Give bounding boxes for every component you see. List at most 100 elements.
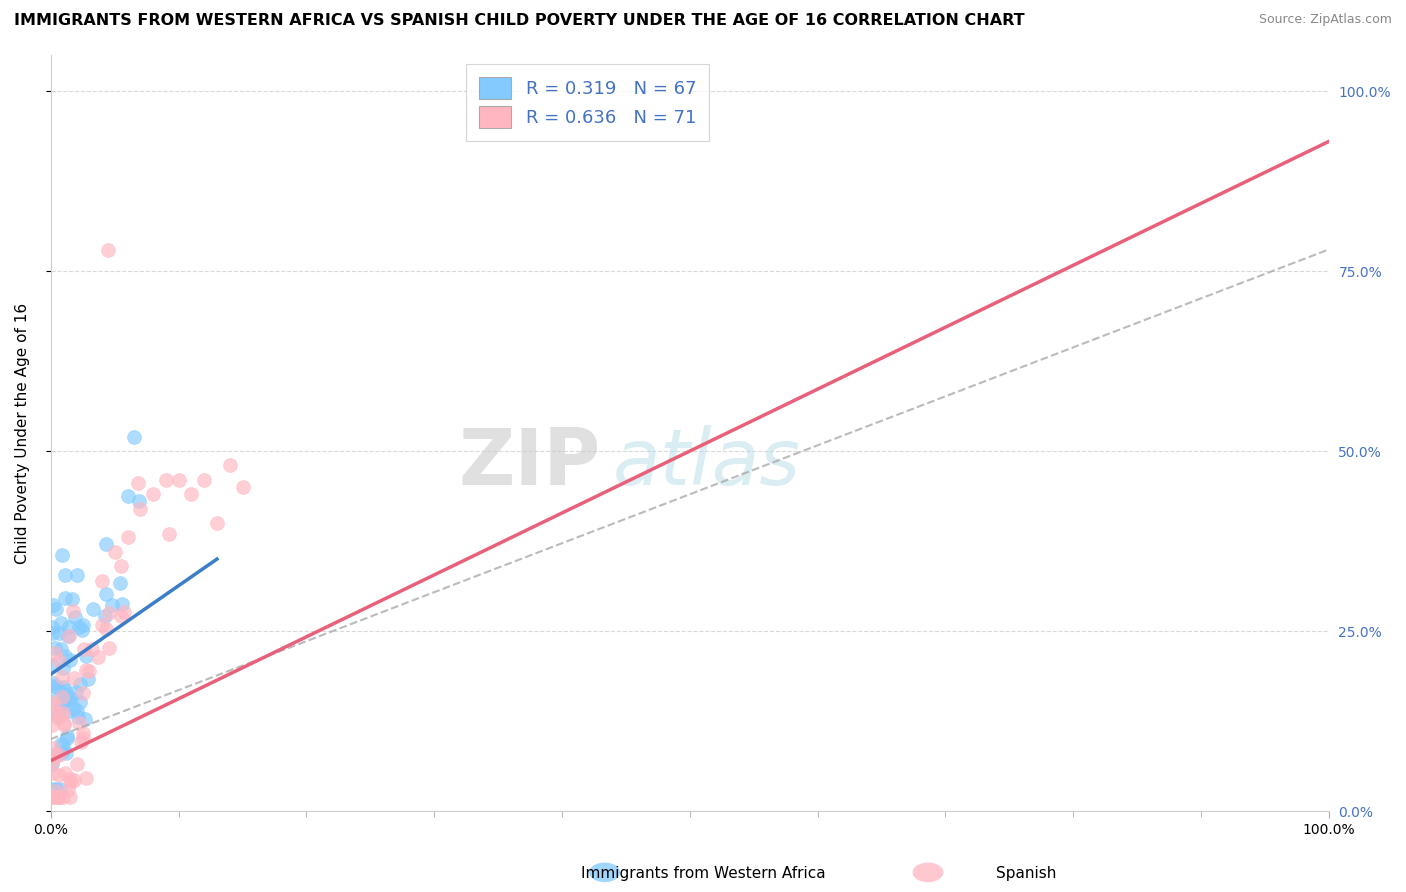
Point <box>41 675 63 690</box>
Point <box>42 789 65 804</box>
Point <box>72 731 94 746</box>
Point <box>75 663 97 677</box>
Point <box>73 712 96 726</box>
Point <box>142 487 165 501</box>
Point <box>48 654 70 668</box>
Point <box>52 717 75 731</box>
Point <box>82 602 104 616</box>
Point <box>66 757 89 772</box>
Text: IMMIGRANTS FROM WESTERN AFRICA VS SPANISH CHILD POVERTY UNDER THE AGE OF 16 CORR: IMMIGRANTS FROM WESTERN AFRICA VS SPANIS… <box>14 13 1025 29</box>
Point <box>62 671 84 685</box>
Point <box>46 709 69 723</box>
Point <box>42 751 65 765</box>
Point <box>46 680 69 694</box>
Point <box>157 527 180 541</box>
Point <box>42 679 65 693</box>
Point <box>51 737 73 751</box>
Point <box>44 640 66 655</box>
Point <box>94 537 117 551</box>
Point <box>98 641 121 656</box>
Point <box>48 782 70 797</box>
Point <box>41 756 63 771</box>
Point <box>112 605 135 619</box>
Point <box>41 782 63 797</box>
Point <box>41 598 63 612</box>
Point <box>110 608 132 623</box>
Point <box>52 789 75 804</box>
Point <box>56 704 79 718</box>
Point <box>79 665 101 679</box>
Point <box>66 567 89 582</box>
Point <box>41 741 63 756</box>
Text: Immigrants from Western Africa: Immigrants from Western Africa <box>581 866 825 881</box>
Point <box>69 676 91 690</box>
Point <box>104 545 127 559</box>
Point <box>56 783 79 797</box>
Point <box>51 616 73 631</box>
Point <box>52 738 75 752</box>
Point <box>69 695 91 709</box>
Point <box>48 768 70 782</box>
Point <box>62 604 84 618</box>
Point <box>180 487 202 501</box>
Point <box>49 642 72 657</box>
Point <box>44 646 66 660</box>
Point <box>128 493 150 508</box>
Point <box>44 783 66 797</box>
Point <box>51 670 73 684</box>
Text: ZIP: ZIP <box>458 425 600 501</box>
Point <box>41 620 63 634</box>
Point <box>44 747 66 762</box>
Point <box>63 701 86 715</box>
Point <box>58 619 80 633</box>
Point <box>53 715 76 730</box>
Point <box>51 690 73 705</box>
Point <box>53 649 76 664</box>
Point <box>108 575 131 590</box>
Point <box>101 598 124 612</box>
Point <box>91 617 114 632</box>
Point <box>42 765 65 780</box>
Point <box>56 691 79 706</box>
Point <box>59 653 82 667</box>
Point <box>91 574 114 588</box>
Point <box>58 629 80 643</box>
Point <box>55 746 77 760</box>
Point <box>59 772 82 786</box>
Point <box>72 686 94 700</box>
Point <box>60 591 83 606</box>
Point <box>46 711 69 725</box>
Point <box>97 243 120 257</box>
Point <box>87 649 110 664</box>
Point <box>65 609 87 624</box>
Point <box>59 789 82 804</box>
Point <box>48 626 70 640</box>
Point <box>56 629 79 643</box>
Point <box>94 586 117 600</box>
Point <box>42 626 65 640</box>
Text: atlas: atlas <box>613 425 801 501</box>
Point <box>70 624 93 638</box>
Point <box>73 641 96 656</box>
Point <box>41 755 63 769</box>
Point <box>72 725 94 739</box>
Point <box>72 618 94 632</box>
Point <box>94 608 117 623</box>
Point <box>53 591 76 606</box>
Point <box>70 735 93 749</box>
Point <box>52 706 75 721</box>
Point <box>63 772 86 787</box>
Point <box>66 704 89 718</box>
Point <box>67 710 90 724</box>
Point <box>48 705 70 719</box>
Point <box>205 516 228 530</box>
Point <box>45 601 67 615</box>
Point <box>45 789 67 804</box>
Point <box>41 706 63 720</box>
Point <box>67 619 90 633</box>
Point <box>167 473 190 487</box>
Point <box>53 683 76 698</box>
Point <box>67 715 90 730</box>
Point <box>41 697 63 711</box>
Point <box>45 692 67 706</box>
